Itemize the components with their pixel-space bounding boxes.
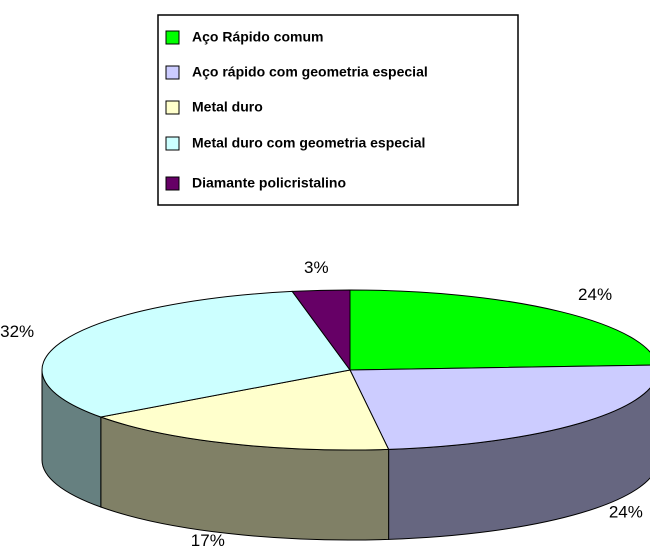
pie: 24% 24% 17% 32% 3% — [0, 258, 650, 550]
legend: Aço Rápido comum Aço rápido com geometria… — [165, 29, 428, 191]
legend-swatch — [165, 136, 180, 151]
data-label: 24% — [578, 285, 612, 304]
data-label: 24% — [609, 503, 643, 522]
legend-swatch — [165, 176, 180, 191]
legend-label: Metal duro com geometria especial — [192, 135, 425, 151]
data-label: 17% — [191, 531, 225, 550]
legend-swatch — [165, 30, 180, 45]
data-label: 3% — [304, 258, 329, 277]
pie-slice — [349, 364, 650, 450]
pie-slice — [349, 289, 650, 371]
legend-box — [157, 14, 519, 206]
legend-label: Aço Rápido comum — [192, 29, 323, 45]
pie-slice — [291, 289, 351, 372]
data-label: 32% — [0, 322, 34, 341]
legend-label: Diamante policristalino — [192, 175, 346, 191]
pie-slice — [41, 290, 351, 418]
legend-label: Metal duro — [192, 99, 263, 115]
pie-slice — [98, 369, 390, 451]
legend-swatch — [165, 65, 180, 80]
legend-label: Aço rápido com geometria especial — [192, 64, 428, 80]
legend-swatch — [165, 100, 180, 115]
